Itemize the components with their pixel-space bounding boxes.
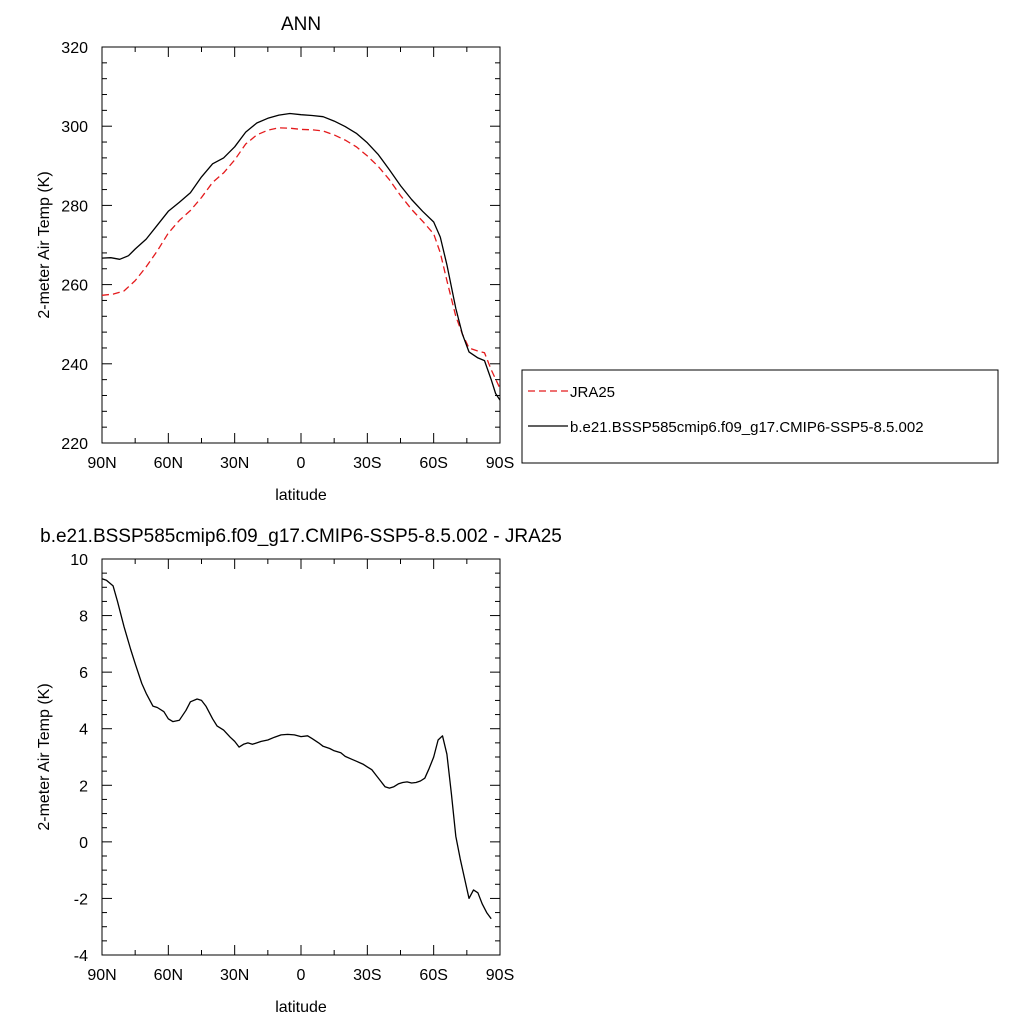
bottom-x-tick-label: 90S xyxy=(486,967,514,984)
bottom-y-tick-label: 10 xyxy=(70,552,88,569)
top-series-line-jra25 xyxy=(101,127,501,389)
top-x-tick-label: 0 xyxy=(297,455,306,472)
bottom-y-tick-label: 4 xyxy=(79,722,88,739)
bottom-x-tick-label: 60N xyxy=(154,967,183,984)
top-y-tick-label: 260 xyxy=(61,278,88,295)
top-x-tick-label: 60S xyxy=(419,455,447,472)
legend-entry-label: JRA25 xyxy=(570,384,615,401)
legend-entry-label: b.e21.BSSP585cmip6.f09_g17.CMIP6-SSP5-8.… xyxy=(570,419,924,436)
bottom-plot-frame xyxy=(101,558,501,956)
bottom-x-tick-label: 90N xyxy=(87,967,116,984)
top-y-tick-label: 280 xyxy=(61,198,88,215)
legend: JRA25 b.e21.BSSP585cmip6.f09_g17.CMIP6-SS… xyxy=(521,369,999,464)
bottom-y-tick-label: 6 xyxy=(79,665,88,682)
bottom-y-tick-label: 8 xyxy=(79,609,88,626)
top-x-tick-label: 90N xyxy=(87,455,116,472)
bottom-chart-title: b.e21.BSSP585cmip6.f09_g17.CMIP6-SSP5-8.… xyxy=(40,526,562,547)
top-x-tick-label: 60N xyxy=(154,455,183,472)
top-x-tick-label: 30N xyxy=(220,455,249,472)
top-x-axis-label: latitude xyxy=(275,487,327,504)
bottom-x-axis-label: latitude xyxy=(275,999,327,1016)
bottom-x-tick-label: 0 xyxy=(297,967,306,984)
top-y-tick-label: 300 xyxy=(61,119,88,136)
top-y-tick-label: 220 xyxy=(61,436,88,453)
bottom-panel-plot: 90N 60N 30N 0 30S 60S 90S -4 -2 0 2 4 6 8 10 b.e21.BSSP… xyxy=(36,526,562,1016)
top-y-axis-label: 2-meter Air Temp (K) xyxy=(36,171,53,318)
top-y-tick-label: 320 xyxy=(61,40,88,57)
bottom-y-tick-label: -4 xyxy=(74,948,88,965)
bottom-y-tick-label: -2 xyxy=(74,891,88,908)
top-series-line-b-e21-bssp585cmip6-f09-g17-cmip6-ssp5-8-5-002 xyxy=(101,112,501,401)
top-x-tick-label: 90S xyxy=(486,455,514,472)
top-panel-plot: 90N 60N 30N 0 30S 60S 90S 220 240 260 280 300 320 ANN… xyxy=(36,14,514,504)
top-chart-title: ANN xyxy=(281,14,321,35)
bottom-y-axis-label: 2-meter Air Temp (K) xyxy=(36,683,53,830)
bottom-x-tick-label: 30N xyxy=(220,967,249,984)
legend-box xyxy=(521,369,999,464)
bottom-series-line-difference xyxy=(101,578,492,920)
top-x-tick-label: 30S xyxy=(353,455,381,472)
bottom-x-tick-label: 30S xyxy=(353,967,381,984)
bottom-y-tick-label: 0 xyxy=(79,835,88,852)
top-y-tick-label: 240 xyxy=(61,357,88,374)
bottom-y-tick-label: 2 xyxy=(79,778,88,795)
bottom-x-tick-label: 60S xyxy=(419,967,447,984)
